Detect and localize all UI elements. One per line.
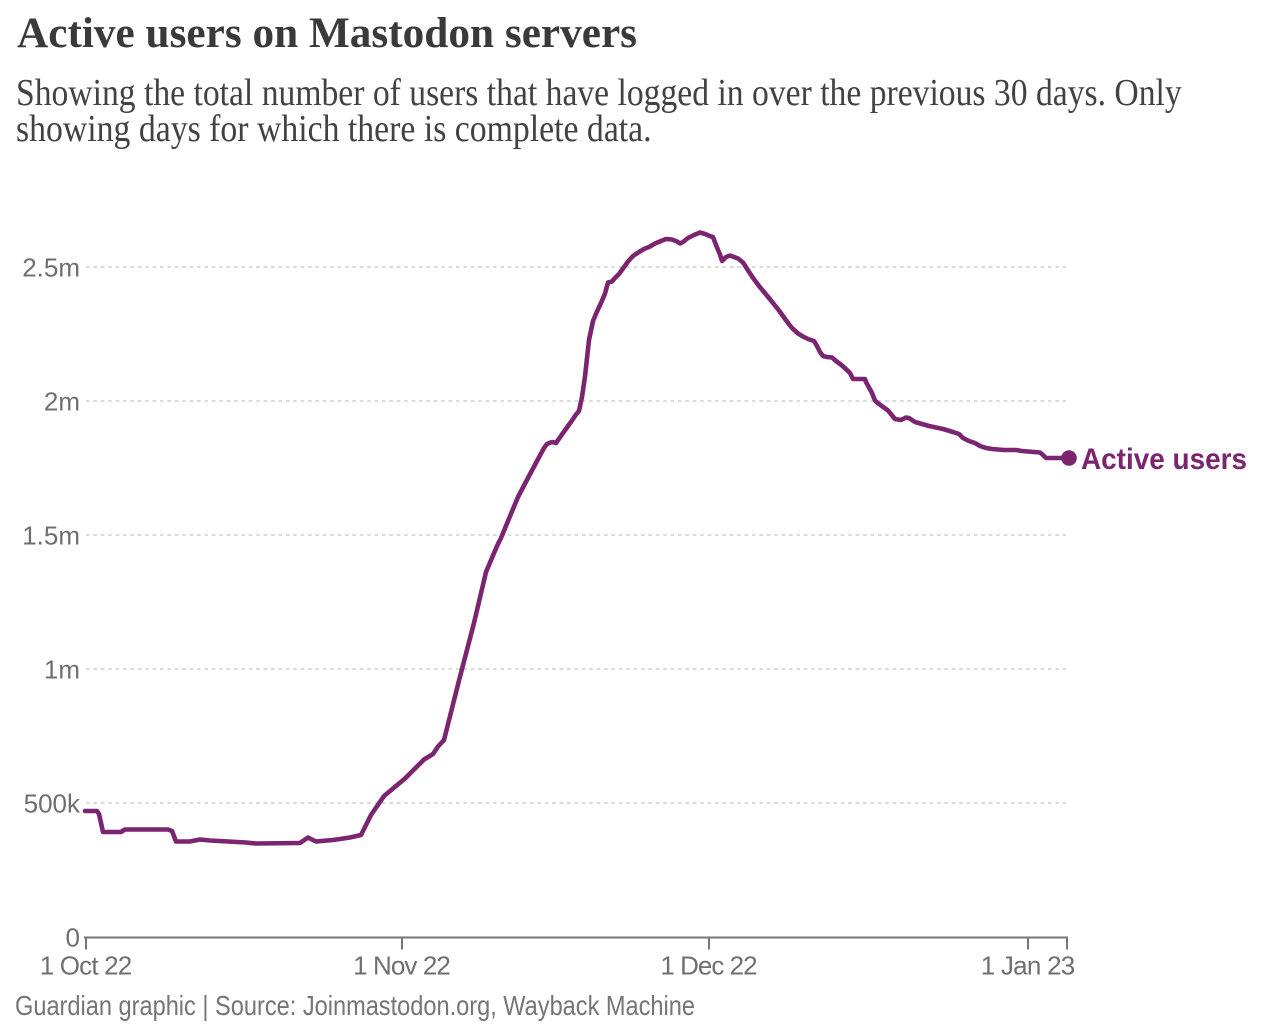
svg-text:1 Oct 22: 1 Oct 22: [40, 951, 133, 981]
svg-text:1.5m: 1.5m: [22, 521, 80, 551]
svg-text:1 Jan 23: 1 Jan 23: [981, 951, 1076, 981]
svg-text:Active users on Mastodon serve: Active users on Mastodon servers: [17, 10, 637, 57]
svg-text:0: 0: [66, 923, 80, 953]
svg-text:1 Dec 22: 1 Dec 22: [660, 951, 757, 981]
svg-text:500k: 500k: [24, 789, 81, 819]
svg-text:Showing the total number of us: Showing the total number of users that h…: [16, 72, 1182, 114]
svg-text:1 Nov 22: 1 Nov 22: [353, 951, 451, 981]
svg-text:Active users: Active users: [1081, 443, 1247, 476]
svg-text:2.5m: 2.5m: [22, 253, 80, 283]
svg-text:1m: 1m: [44, 655, 80, 685]
svg-text:showing days for which there i: showing days for which there is complete…: [16, 108, 652, 150]
svg-text:Guardian graphic | Source: Joi: Guardian graphic | Source: Joinmastodon.…: [15, 990, 695, 1021]
svg-text:2m: 2m: [44, 387, 80, 417]
